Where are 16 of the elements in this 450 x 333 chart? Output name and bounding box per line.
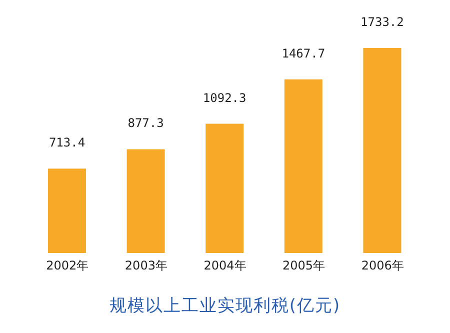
data-label: 1467.7 [282, 46, 326, 60]
x-tick-label: 2002年 [46, 258, 89, 273]
bar [284, 79, 322, 253]
data-label: 1733.2 [360, 15, 404, 29]
bar [126, 149, 165, 253]
x-tick-label: 2006年 [361, 258, 404, 273]
text: 规模以上工业实现利税(亿元) [108, 295, 342, 317]
bar [206, 124, 244, 253]
data-label: 713.4 [48, 136, 86, 150]
data-label: 1092.3 [202, 90, 246, 105]
bar [363, 48, 402, 253]
x-tick-label: 2004年 [204, 258, 246, 273]
bar [48, 168, 86, 253]
data-label: 877.3 [128, 116, 164, 130]
x-tick-label: 2005年 [282, 258, 326, 273]
x-tick-label: 2003年 [124, 258, 168, 273]
